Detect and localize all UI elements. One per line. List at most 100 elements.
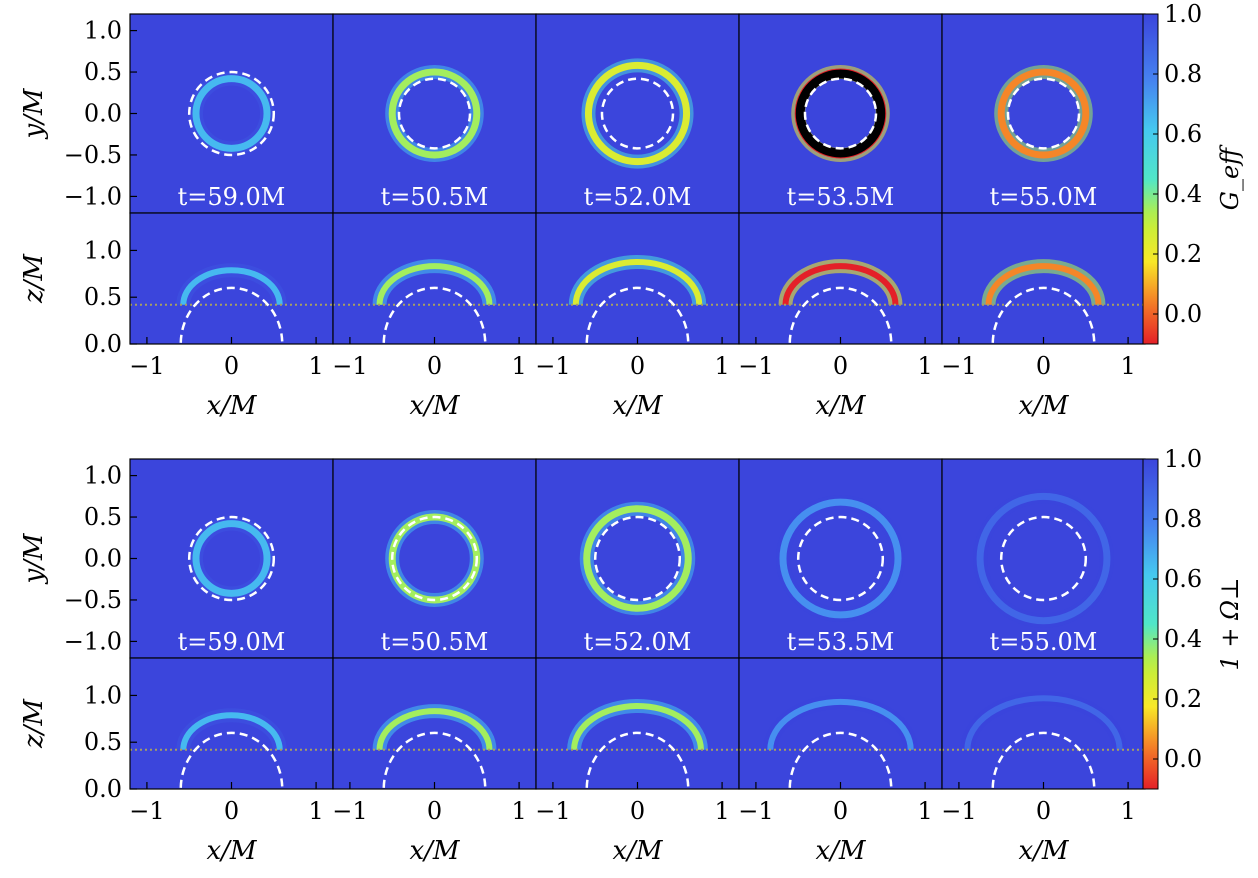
xy-panel-2 xyxy=(333,459,536,658)
y-axis-label: y/M xyxy=(19,87,49,139)
time-label: t=50.5M xyxy=(381,628,489,656)
colorbar-tick-label: 0.0 xyxy=(1164,745,1202,773)
x-axis-label: x/M xyxy=(409,836,460,866)
horizon-dashed-circle xyxy=(796,515,885,602)
panel-block-top: t=59.0M −1 0 1 x/M t=50.5M −1 0 1 x/M t=52.0M −1 0 1 x… xyxy=(19,0,1244,421)
x-tick-label: −1 xyxy=(941,797,976,825)
xy-background xyxy=(739,459,942,658)
xy-panel-1 xyxy=(130,459,333,658)
x-tick-label: 0 xyxy=(427,352,442,380)
horizon-dashed-circle xyxy=(999,515,1088,602)
x-tick-label: 0 xyxy=(1036,797,1051,825)
y-tick-label: 0.0 xyxy=(84,100,122,128)
x-tick-label: 1 xyxy=(714,797,729,825)
x-axis-label: x/M xyxy=(612,836,663,866)
field-arc xyxy=(180,712,283,750)
xz-panel-2 xyxy=(333,658,536,789)
x-tick-label: 1 xyxy=(308,797,323,825)
field-ring xyxy=(583,505,692,612)
field-arc xyxy=(180,267,283,305)
y-tick-label: 0.5 xyxy=(84,58,122,86)
x-axis-label: x/M xyxy=(612,391,663,421)
z-tick-label: 0.0 xyxy=(84,330,122,358)
x-axis-label: x/M xyxy=(815,391,866,421)
x-tick-label: 1 xyxy=(917,352,932,380)
xy-panel-3 xyxy=(536,14,739,213)
colorbar xyxy=(1142,13,1159,345)
xz-background xyxy=(333,658,536,789)
xy-panel-5 xyxy=(942,14,1145,213)
horizon-dashed-halfcircle xyxy=(382,286,487,344)
horizon-dashed-circle xyxy=(600,77,675,150)
xz-background xyxy=(333,213,536,344)
colorbar-tick-label: 1.0 xyxy=(1164,445,1202,473)
x-tick-label: 0 xyxy=(630,352,645,380)
z-tick-label: 1.0 xyxy=(84,681,122,709)
x-axis-label: x/M xyxy=(1018,391,1069,421)
x-tick-label: 1 xyxy=(308,352,323,380)
x-axis-label: x/M xyxy=(409,391,460,421)
horizon-dashed-circle xyxy=(390,515,479,602)
xy-background xyxy=(130,14,333,213)
field-arc xyxy=(964,695,1123,750)
time-label: t=52.0M xyxy=(584,628,692,656)
x-tick-label: −1 xyxy=(941,352,976,380)
field-arc xyxy=(571,703,704,750)
colorbar-tick-label: 0.4 xyxy=(1164,180,1202,208)
xy-background xyxy=(942,14,1145,213)
y-tick-label: −1.0 xyxy=(64,627,122,655)
xy-background xyxy=(333,14,536,213)
x-tick-label: −1 xyxy=(738,797,773,825)
xz-background xyxy=(739,213,942,344)
time-label: t=59.0M xyxy=(178,628,286,656)
xy-panel-4 xyxy=(739,14,942,213)
horizon-dashed-halfcircle xyxy=(179,286,284,344)
xz-background xyxy=(739,658,942,789)
xy-panel-3 xyxy=(536,459,739,658)
time-label: t=50.5M xyxy=(381,183,489,211)
xz-panel-4 xyxy=(739,213,942,344)
xz-panel-2 xyxy=(333,213,536,344)
field-ring xyxy=(976,492,1111,625)
horizon-dashed-halfcircle xyxy=(991,286,1096,344)
colorbar-tick-label: 0.4 xyxy=(1164,625,1202,653)
field-ring-negative xyxy=(795,69,886,158)
x-tick-label: −1 xyxy=(535,797,570,825)
field-ring xyxy=(779,498,902,619)
colorbar-tick-label: 0.8 xyxy=(1164,505,1202,533)
z-tick-label: 1.0 xyxy=(84,236,122,264)
x-axis-label: x/M xyxy=(1018,836,1069,866)
xy-background xyxy=(536,14,739,213)
x-tick-label: −1 xyxy=(332,797,367,825)
time-label: t=52.0M xyxy=(584,183,692,211)
colorbar-tick-label: 0.2 xyxy=(1164,240,1202,268)
horizon-dashed-circle xyxy=(397,77,472,150)
horizon-dashed-circle xyxy=(803,77,878,150)
field-ring xyxy=(997,68,1090,159)
field-ring xyxy=(584,61,691,166)
y-tick-label: 1.0 xyxy=(84,462,122,490)
xz-background xyxy=(130,658,333,789)
x-tick-label: −1 xyxy=(535,352,570,380)
colorbar-label: G_eff xyxy=(1216,144,1244,210)
x-tick-label: 1 xyxy=(714,352,729,380)
y-tick-label: 1.0 xyxy=(84,17,122,45)
xz-panel-3 xyxy=(536,213,739,344)
time-label: t=53.5M xyxy=(787,183,895,211)
y-tick-label: −1.0 xyxy=(64,182,122,210)
x-tick-label: 0 xyxy=(833,352,848,380)
y-tick-label: −0.5 xyxy=(64,141,122,169)
x-tick-label: −1 xyxy=(129,797,164,825)
x-tick-label: 0 xyxy=(1036,352,1051,380)
x-tick-label: 0 xyxy=(833,797,848,825)
horizon-dashed-circle xyxy=(1006,77,1081,150)
xy-panel-1 xyxy=(130,14,333,213)
x-tick-label: 1 xyxy=(917,797,932,825)
x-tick-label: −1 xyxy=(129,352,164,380)
xz-panel-3 xyxy=(536,658,739,789)
z-axis-label: z/M xyxy=(19,698,49,749)
horizon-dashed-halfcircle xyxy=(585,286,690,344)
colorbar-tick-label: 0.6 xyxy=(1164,120,1202,148)
xz-panel-5 xyxy=(942,213,1145,344)
